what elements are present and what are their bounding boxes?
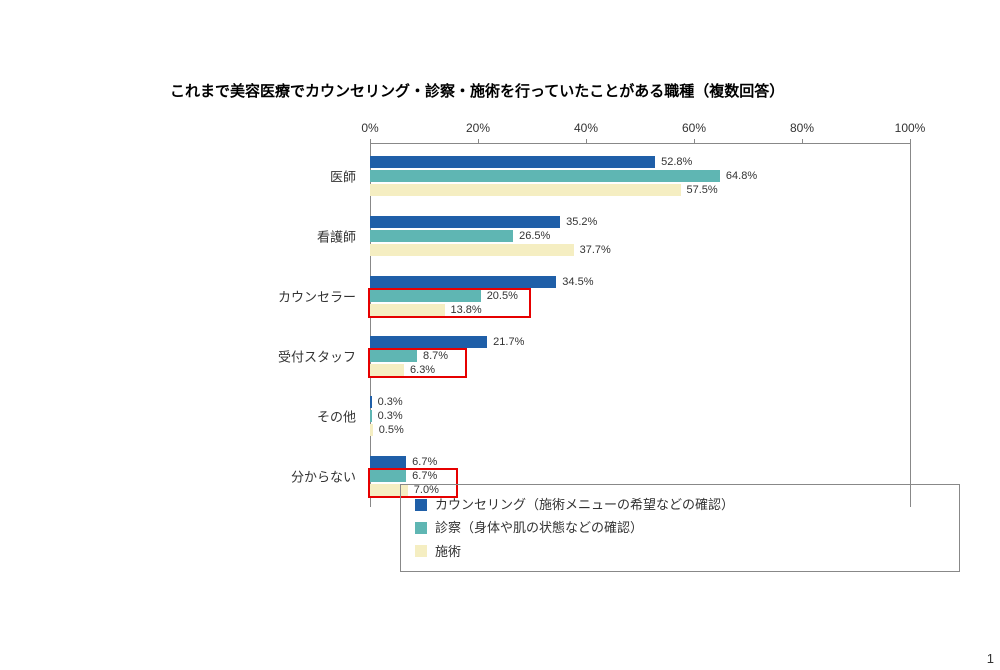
bar xyxy=(370,244,574,256)
bar xyxy=(370,304,445,316)
bar xyxy=(370,170,720,182)
value-label: 21.7% xyxy=(487,336,524,348)
value-label: 64.8% xyxy=(720,170,757,182)
plot-region: 0%20%40%60%80%100% 医師52.8%64.8%57.5%看護師3… xyxy=(370,121,910,507)
x-tick-label: 40% xyxy=(574,121,598,135)
x-tick-label: 20% xyxy=(466,121,490,135)
bar xyxy=(370,350,417,362)
page-number: 1 xyxy=(987,651,994,666)
category-label: 受付スタッフ xyxy=(278,347,370,366)
chart-container: これまで美容医療でカウンセリング・診察・施術を行っていたことがある職種（複数回答… xyxy=(170,80,930,507)
value-label: 37.7% xyxy=(574,244,611,256)
legend-item: 施術 xyxy=(415,540,945,563)
legend-swatch xyxy=(415,522,427,534)
legend-label: カウンセリング（施術メニューの希望などの確認） xyxy=(435,493,734,516)
bar xyxy=(370,276,556,288)
bar xyxy=(370,470,406,482)
legend-label: 施術 xyxy=(435,540,461,563)
gridline xyxy=(910,144,911,507)
category-group: その他0.3%0.3%0.5% xyxy=(370,396,910,436)
value-label: 6.7% xyxy=(406,470,437,482)
x-tick-mark xyxy=(802,139,803,144)
bar xyxy=(370,230,513,242)
value-label: 0.5% xyxy=(373,424,404,436)
value-label: 57.5% xyxy=(681,184,718,196)
value-label: 8.7% xyxy=(417,350,448,362)
category-label: 医師 xyxy=(330,167,370,186)
bar xyxy=(370,156,655,168)
value-label: 52.8% xyxy=(655,156,692,168)
x-tick-label: 60% xyxy=(682,121,706,135)
bar xyxy=(370,216,560,228)
category-label: 看護師 xyxy=(317,227,370,246)
legend-item: 診察（身体や肌の状態などの確認） xyxy=(415,516,945,539)
category-label: 分からない xyxy=(291,467,370,486)
value-label: 6.7% xyxy=(406,456,437,468)
bar xyxy=(370,184,681,196)
bar xyxy=(370,456,406,468)
x-axis-labels: 0%20%40%60%80%100% xyxy=(370,121,910,143)
category-group: カウンセラー34.5%20.5%13.8% xyxy=(370,276,910,316)
value-label: 6.3% xyxy=(404,364,435,376)
value-label: 20.5% xyxy=(481,290,518,302)
value-label: 26.5% xyxy=(513,230,550,242)
category-label: その他 xyxy=(317,407,370,426)
x-tick-label: 100% xyxy=(895,121,926,135)
x-tick-mark xyxy=(694,139,695,144)
value-label: 13.8% xyxy=(445,304,482,316)
value-label: 0.3% xyxy=(372,396,403,408)
legend: カウンセリング（施術メニューの希望などの確認）診察（身体や肌の状態などの確認）施… xyxy=(400,484,960,572)
x-tick-mark xyxy=(586,139,587,144)
category-group: 看護師35.2%26.5%37.7% xyxy=(370,216,910,256)
chart-title: これまで美容医療でカウンセリング・診察・施術を行っていたことがある職種（複数回答… xyxy=(170,80,930,101)
legend-swatch xyxy=(415,499,427,511)
bar-area: 医師52.8%64.8%57.5%看護師35.2%26.5%37.7%カウンセラ… xyxy=(370,143,910,507)
gridline xyxy=(370,144,371,507)
x-tick-label: 80% xyxy=(790,121,814,135)
legend-item: カウンセリング（施術メニューの希望などの確認） xyxy=(415,493,945,516)
category-group: 医師52.8%64.8%57.5% xyxy=(370,156,910,196)
x-tick-label: 0% xyxy=(361,121,378,135)
value-label: 34.5% xyxy=(556,276,593,288)
category-group: 受付スタッフ21.7%8.7%6.3% xyxy=(370,336,910,376)
legend-label: 診察（身体や肌の状態などの確認） xyxy=(435,516,643,539)
legend-swatch xyxy=(415,545,427,557)
value-label: 35.2% xyxy=(560,216,597,228)
x-tick-mark xyxy=(478,139,479,144)
value-label: 0.3% xyxy=(372,410,403,422)
bar xyxy=(370,336,487,348)
bar xyxy=(370,290,481,302)
bar xyxy=(370,364,404,376)
category-label: カウンセラー xyxy=(278,287,370,306)
